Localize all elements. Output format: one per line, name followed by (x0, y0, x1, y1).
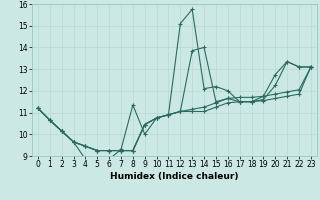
X-axis label: Humidex (Indice chaleur): Humidex (Indice chaleur) (110, 172, 239, 181)
